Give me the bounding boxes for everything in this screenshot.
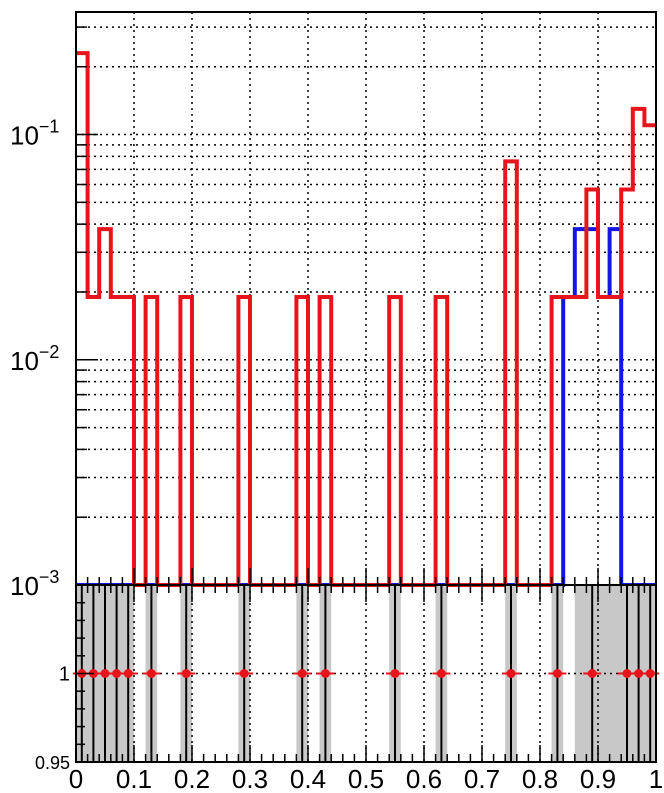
ratio-y-tick-label: 0.95 <box>35 753 70 773</box>
x-tick-label: 0.1 <box>116 764 152 793</box>
ratio-panel: 10.95 0 0.1 0.2 0.3 0.4 0.5 0.6 0.7 0.8 0.9 1 <box>35 584 663 793</box>
top-y-tick-label: 10−2 <box>10 342 59 376</box>
ratio-point <box>181 669 191 678</box>
x-tick-label: 0.5 <box>348 764 384 793</box>
top-y-tick-label: 10−1 <box>10 117 59 151</box>
ratio-points <box>72 585 660 762</box>
ratio-y-tick-label: 1 <box>59 664 70 686</box>
ratio-point <box>123 669 133 678</box>
tick-label-exponent: −1 <box>39 117 60 137</box>
top-y-tick-label: 10−3 <box>10 567 59 601</box>
ratio-ticks <box>75 584 657 763</box>
x-tick-label: 0.3 <box>232 764 268 793</box>
x-tick-label: 0.4 <box>290 764 326 793</box>
x-tick-label: 0.9 <box>580 764 616 793</box>
x-axis-tick-labels: 0 0.1 0.2 0.3 0.4 0.5 0.6 0.7 0.8 0.9 1 <box>69 764 663 793</box>
ratio-point <box>436 669 446 678</box>
top-ticks <box>75 26 657 586</box>
x-tick-label: 0.2 <box>174 764 210 793</box>
ratio-point <box>390 669 400 678</box>
tick-label-exponent: −2 <box>39 342 60 362</box>
ratio-point <box>645 669 655 678</box>
tick-label-base: 10 <box>10 121 39 151</box>
top-y-tick-labels: 10−310−210−1 <box>10 117 59 601</box>
tick-label-base: 10 <box>10 346 39 376</box>
ratio-y-tick-labels: 10.95 <box>35 664 70 774</box>
ratio-point <box>297 669 307 678</box>
ratio-point <box>587 669 597 678</box>
ratio-point <box>634 669 644 678</box>
ratio-point <box>146 669 156 678</box>
ratio-point <box>622 669 632 678</box>
tick-label-exponent: −3 <box>39 567 60 587</box>
ratio-point <box>552 669 562 678</box>
ratio-point <box>112 669 122 678</box>
x-tick-label: 0.8 <box>522 764 558 793</box>
x-tick-label: 0.6 <box>406 764 442 793</box>
ratio-point <box>100 669 110 678</box>
x-tick-label: 1 <box>649 764 663 793</box>
ratio-point <box>239 669 249 678</box>
ratio-grid <box>76 585 656 762</box>
ratio-panel-frame <box>75 584 657 763</box>
ratio-point <box>506 669 516 678</box>
ratio-point <box>320 669 330 678</box>
x-tick-label: 0.7 <box>464 764 500 793</box>
tick-label-base: 10 <box>10 571 39 601</box>
top-grid <box>76 12 656 585</box>
x-tick-label: 0 <box>69 764 83 793</box>
